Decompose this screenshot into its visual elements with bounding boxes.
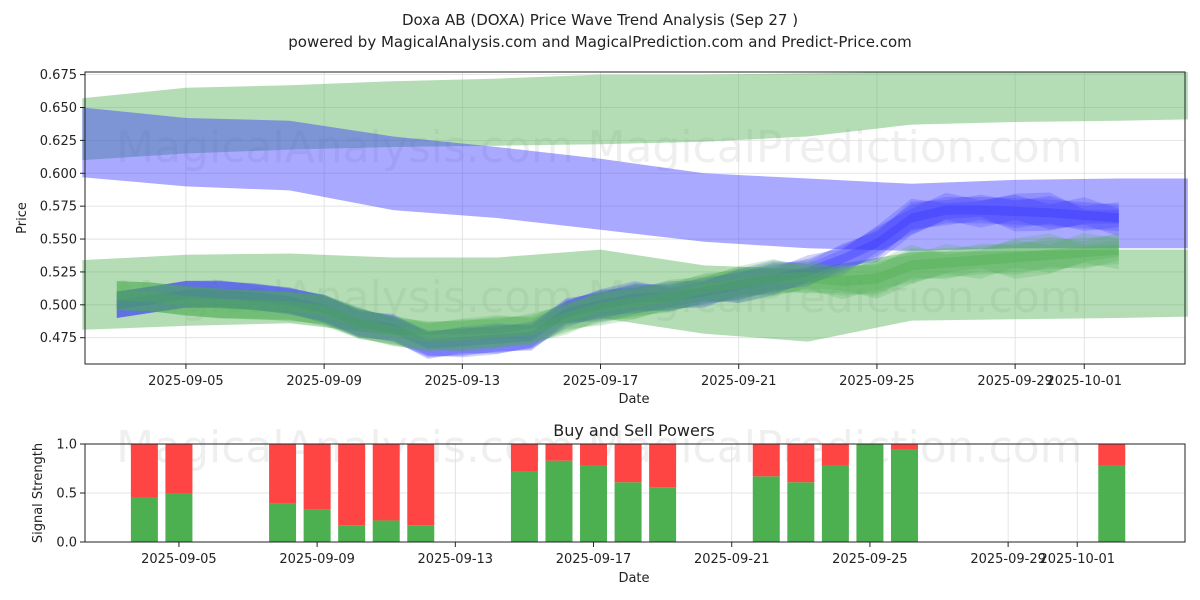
price-x-tick-label: 2025-09-29 xyxy=(977,374,1053,389)
price-x-tick-label: 2025-10-01 xyxy=(1046,374,1122,389)
wave-4-layer-3 xyxy=(116,232,1119,353)
power-y-axis: 0.0 0.5 1.0 xyxy=(56,438,85,551)
power-y-tick-label: 0.0 xyxy=(56,536,77,551)
power-x-tick-label: 2025-09-29 xyxy=(970,552,1046,567)
wave-4-layer-0 xyxy=(116,233,1119,353)
sell-bar xyxy=(303,444,331,510)
buy-bar xyxy=(614,482,642,542)
price-y-tick-label: 0.475 xyxy=(40,331,77,346)
chart-title: Doxa AB (DOXA) Price Wave Trend Analysis… xyxy=(402,11,798,29)
price-x-tick-label: 2025-09-25 xyxy=(839,374,915,389)
buy-bar xyxy=(165,493,193,542)
price-x-axis-title: Date xyxy=(618,392,649,407)
sell-bar xyxy=(787,444,815,483)
sell-bar xyxy=(545,444,573,461)
price-y-tick-label: 0.600 xyxy=(40,167,77,182)
wave-3-layer-3 xyxy=(116,192,1119,359)
power-chart-title: Buy and Sell Powers xyxy=(553,421,715,440)
buy-bar xyxy=(130,497,158,542)
watermark-prediction-top: MagicalPrediction.com xyxy=(588,122,1083,173)
buy-bar xyxy=(510,471,538,542)
sell-bar xyxy=(372,444,400,521)
wave-3-layer-2 xyxy=(116,197,1119,358)
price-y-tick-label: 0.525 xyxy=(40,265,77,280)
price-x-tick-label: 2025-09-09 xyxy=(286,374,362,389)
sell-bar xyxy=(1098,444,1126,466)
chart-subtitle: powered by MagicalAnalysis.com and Magic… xyxy=(288,33,912,51)
buy-bar xyxy=(649,487,677,542)
power-x-axis: 2025-09-05 2025-09-09 2025-09-13 2025-09-17… xyxy=(141,542,1115,567)
sell-bar xyxy=(821,444,849,466)
wave-4-core xyxy=(116,244,1119,342)
power-x-tick-label: 2025-09-05 xyxy=(141,552,217,567)
sell-bar xyxy=(338,444,366,526)
sell-bar xyxy=(580,444,608,466)
sell-bar xyxy=(130,444,158,498)
price-y-tick-label: 0.575 xyxy=(40,200,77,215)
power-x-tick-label: 2025-10-01 xyxy=(1039,552,1115,567)
power-y-axis-title: Signal Strength xyxy=(31,443,46,543)
sell-bar xyxy=(165,444,193,493)
price-gridlines xyxy=(85,72,1185,364)
price-y-tick-label: 0.625 xyxy=(40,134,77,149)
sell-bar xyxy=(649,444,677,488)
price-x-tick-label: 2025-09-13 xyxy=(425,374,501,389)
power-bars xyxy=(130,444,1126,542)
band-2 xyxy=(82,249,1188,342)
price-x-tick-label: 2025-09-05 xyxy=(148,374,224,389)
power-x-tick-label: 2025-09-09 xyxy=(279,552,355,567)
wave-3-layer-0 xyxy=(116,192,1119,358)
power-y-tick-label: 0.5 xyxy=(56,487,77,502)
price-y-tick-label: 0.550 xyxy=(40,233,77,248)
power-x-tick-label: 2025-09-21 xyxy=(694,552,770,567)
buy-bar xyxy=(372,520,400,542)
buy-bar xyxy=(787,482,815,542)
buy-bar xyxy=(545,460,573,542)
wave-4-layer-1 xyxy=(116,232,1119,351)
buy-bar xyxy=(338,525,366,542)
buy-bar xyxy=(580,465,608,542)
price-y-tick-label: 0.675 xyxy=(40,68,77,83)
watermark-analysis-mid: MagicalAnalysis.com xyxy=(116,272,574,323)
buy-bar xyxy=(269,503,297,542)
sell-bar xyxy=(752,444,780,477)
power-x-tick-label: 2025-09-13 xyxy=(418,552,494,567)
band-1 xyxy=(82,107,1188,251)
buy-bar xyxy=(821,465,849,542)
sell-bar xyxy=(269,444,297,504)
wave-3-layer-1 xyxy=(116,194,1119,357)
sell-bar xyxy=(407,444,435,526)
sell-bar xyxy=(890,444,918,450)
buy-bar xyxy=(407,525,435,542)
wave-4-layer-2 xyxy=(116,235,1119,351)
buy-bar xyxy=(856,444,884,542)
sell-bar xyxy=(510,444,538,472)
price-y-axis-title: Price xyxy=(15,202,30,234)
watermark-analysis-top: MagicalAnalysis.com xyxy=(116,122,574,173)
price-plot-frame xyxy=(84,71,1186,365)
price-y-axis: 0.475 0.500 0.525 0.550 0.575 0.600 0.625 0.650… xyxy=(40,68,85,346)
sell-bar xyxy=(614,444,642,483)
price-x-axis: 2025-09-05 2025-09-09 2025-09-13 2025-09-17… xyxy=(148,364,1122,389)
price-bands xyxy=(82,72,1188,359)
power-x-tick-label: 2025-09-25 xyxy=(832,552,908,567)
power-y-tick-label: 1.0 xyxy=(56,438,77,453)
buy-bar xyxy=(752,476,780,542)
power-x-tick-label: 2025-09-17 xyxy=(556,552,632,567)
price-y-tick-label: 0.500 xyxy=(40,298,77,313)
price-x-tick-label: 2025-09-17 xyxy=(563,374,639,389)
buy-bar xyxy=(1098,465,1126,542)
power-x-axis-title: Date xyxy=(618,571,649,586)
price-x-tick-label: 2025-09-21 xyxy=(701,374,777,389)
buy-bar xyxy=(890,449,918,542)
buy-bar xyxy=(303,509,331,542)
price-y-tick-label: 0.650 xyxy=(40,101,77,116)
band-0 xyxy=(82,72,1188,161)
watermark-prediction-mid: MagicalPrediction.com xyxy=(588,272,1083,323)
